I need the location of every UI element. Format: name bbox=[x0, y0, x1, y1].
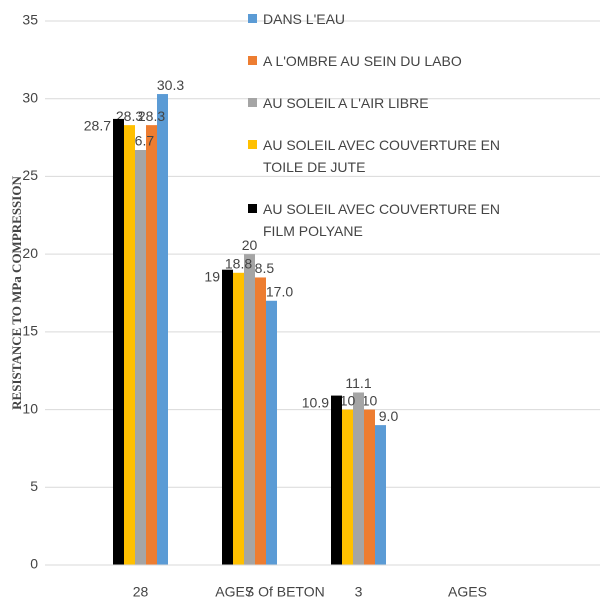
y-tick-label: 20 bbox=[22, 245, 38, 261]
legend-item: DANS L'EAU bbox=[248, 8, 528, 30]
y-tick-label: 5 bbox=[30, 478, 38, 494]
legend-label: AU SOLEIL A L'AIR LIBRE bbox=[263, 95, 429, 111]
bar bbox=[364, 409, 375, 565]
data-label: 18.8 bbox=[225, 255, 252, 271]
legend-swatch bbox=[248, 204, 257, 213]
legend-item: AU SOLEIL AVEC COUVERTURE EN FILM POLYAN… bbox=[248, 198, 528, 242]
legend-item: A L'OMBRE AU SEIN DU LABO bbox=[248, 50, 528, 72]
x-tick-label: 28 bbox=[133, 584, 149, 600]
bar bbox=[266, 300, 277, 565]
bar bbox=[233, 272, 244, 565]
legend-label: A L'OMBRE AU SEIN DU LABO bbox=[263, 53, 462, 69]
bar bbox=[244, 254, 255, 565]
x-tick-label: 7 bbox=[246, 584, 254, 600]
legend-swatch bbox=[248, 56, 257, 65]
data-label: 30.3 bbox=[157, 77, 184, 93]
data-label: 17.0 bbox=[266, 283, 293, 299]
x-tick-label: 3 bbox=[355, 584, 363, 600]
legend-label: AU SOLEIL AVEC COUVERTURE EN FILM POLYAN… bbox=[263, 201, 501, 239]
legend-label: DANS L'EAU bbox=[263, 11, 346, 27]
y-tick-label: 10 bbox=[22, 400, 38, 416]
legend-item: AU SOLEIL AVEC COUVERTURE EN TOILE DE JU… bbox=[248, 134, 528, 178]
bar bbox=[135, 150, 146, 565]
y-axis-title: RESISTANCE TO MPa COMPRESSION bbox=[9, 176, 24, 410]
bar bbox=[331, 395, 342, 565]
data-label: 10 bbox=[340, 392, 356, 408]
bar bbox=[113, 118, 124, 566]
legend-swatch bbox=[248, 14, 257, 23]
data-label: 20 bbox=[242, 237, 258, 253]
y-tick-label: 35 bbox=[22, 12, 38, 28]
y-tick-label: 15 bbox=[22, 323, 38, 339]
legend-swatch bbox=[248, 140, 257, 149]
data-label: 10.9 bbox=[302, 394, 329, 410]
legend: DANS L'EAU A L'OMBRE AU SEIN DU LABO AU SO… bbox=[248, 8, 528, 262]
data-label: 9.0 bbox=[379, 408, 399, 424]
bar bbox=[375, 425, 386, 565]
x-axis-title: AGES Of BETON bbox=[215, 584, 324, 600]
data-label: 28.3 bbox=[138, 108, 165, 124]
y-tick-label: 0 bbox=[30, 556, 38, 572]
legend-swatch bbox=[248, 98, 257, 107]
bar bbox=[124, 125, 135, 565]
bar bbox=[157, 94, 168, 566]
y-tick-label: 30 bbox=[22, 89, 38, 105]
data-label: 28.7 bbox=[84, 118, 111, 134]
bar bbox=[353, 392, 364, 565]
data-label: 19 bbox=[204, 268, 220, 284]
legend-label: AU SOLEIL AVEC COUVERTURE EN TOILE DE JU… bbox=[263, 137, 501, 175]
data-label: 10 bbox=[362, 392, 378, 408]
bar bbox=[146, 125, 157, 565]
legend-item: AU SOLEIL A L'AIR LIBRE bbox=[248, 92, 528, 114]
data-label: 11.1 bbox=[345, 375, 371, 391]
bar bbox=[255, 277, 266, 565]
x-tick-label: AGES bbox=[448, 584, 487, 600]
bar bbox=[342, 409, 353, 565]
bar bbox=[222, 269, 233, 565]
y-tick-label: 25 bbox=[22, 167, 38, 183]
